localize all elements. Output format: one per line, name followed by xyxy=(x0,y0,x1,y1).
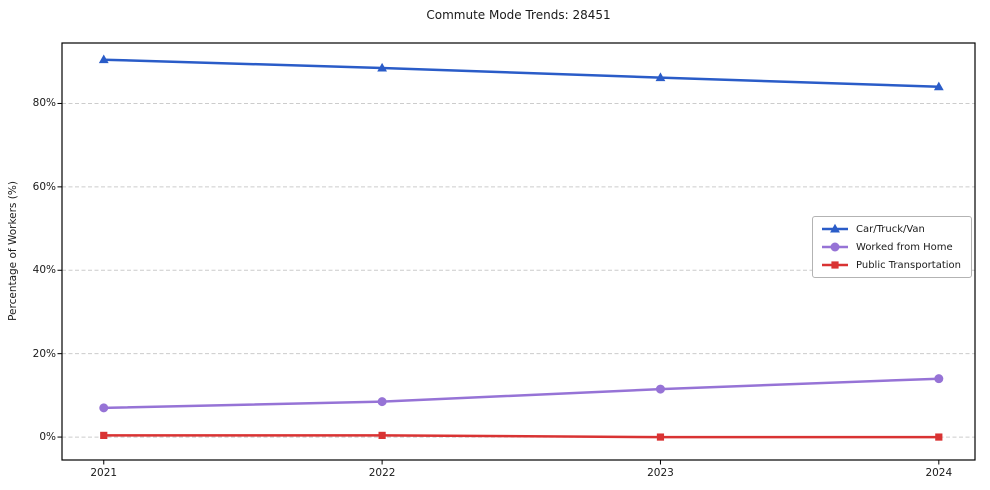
legend-triangle-icon xyxy=(822,223,849,233)
series-marker-1 xyxy=(377,397,387,407)
y-tick-label: 60% xyxy=(32,180,56,193)
legend-marker-2 xyxy=(831,261,839,269)
x-tick-label: 2023 xyxy=(647,467,674,479)
plot-border xyxy=(61,42,976,461)
legend: Car/Truck/Van Worked from Home Public Tran… xyxy=(812,216,972,278)
legend-circle-icon xyxy=(822,242,849,252)
series-marker-1 xyxy=(99,403,109,413)
x-tick-label: 2024 xyxy=(925,467,953,479)
series-marker-0 xyxy=(377,62,388,72)
series-line-1 xyxy=(102,377,941,410)
y-tick-label: 20% xyxy=(32,347,56,360)
series-marker-2 xyxy=(935,433,943,441)
series-line-2 xyxy=(102,434,941,439)
series-marker-2 xyxy=(100,431,108,439)
series-marker-2 xyxy=(656,433,665,441)
y-tick-label: 80% xyxy=(32,97,56,110)
x-tick-label: 2022 xyxy=(368,467,396,479)
legend-label: Car/Truck/Van xyxy=(856,223,925,235)
legend-label: Public Transportation xyxy=(856,259,961,271)
series-marker-0 xyxy=(98,54,109,64)
legend-square-icon xyxy=(822,261,849,269)
legend-item-0: Car/Truck/Van xyxy=(821,223,961,235)
legend-label: Worked from Home xyxy=(856,241,953,253)
series-marker-1 xyxy=(655,384,665,394)
legend-marker-0 xyxy=(830,223,840,233)
series-line-0 xyxy=(102,58,941,89)
series-marker-0 xyxy=(933,81,944,91)
legend-item-2: Public Transportation xyxy=(821,259,961,271)
chart-title: Commute Mode Trends: 28451 xyxy=(426,8,611,22)
x-tick-label: 2021 xyxy=(90,467,118,479)
series-marker-2 xyxy=(378,431,386,439)
series-marker-0 xyxy=(655,72,666,82)
legend-item-1: Worked from Home xyxy=(821,241,961,253)
series-marker-1 xyxy=(934,374,944,384)
y-tick-label: 0% xyxy=(39,431,56,444)
legend-marker-1 xyxy=(830,242,840,252)
y-tick-label: 40% xyxy=(32,264,56,277)
